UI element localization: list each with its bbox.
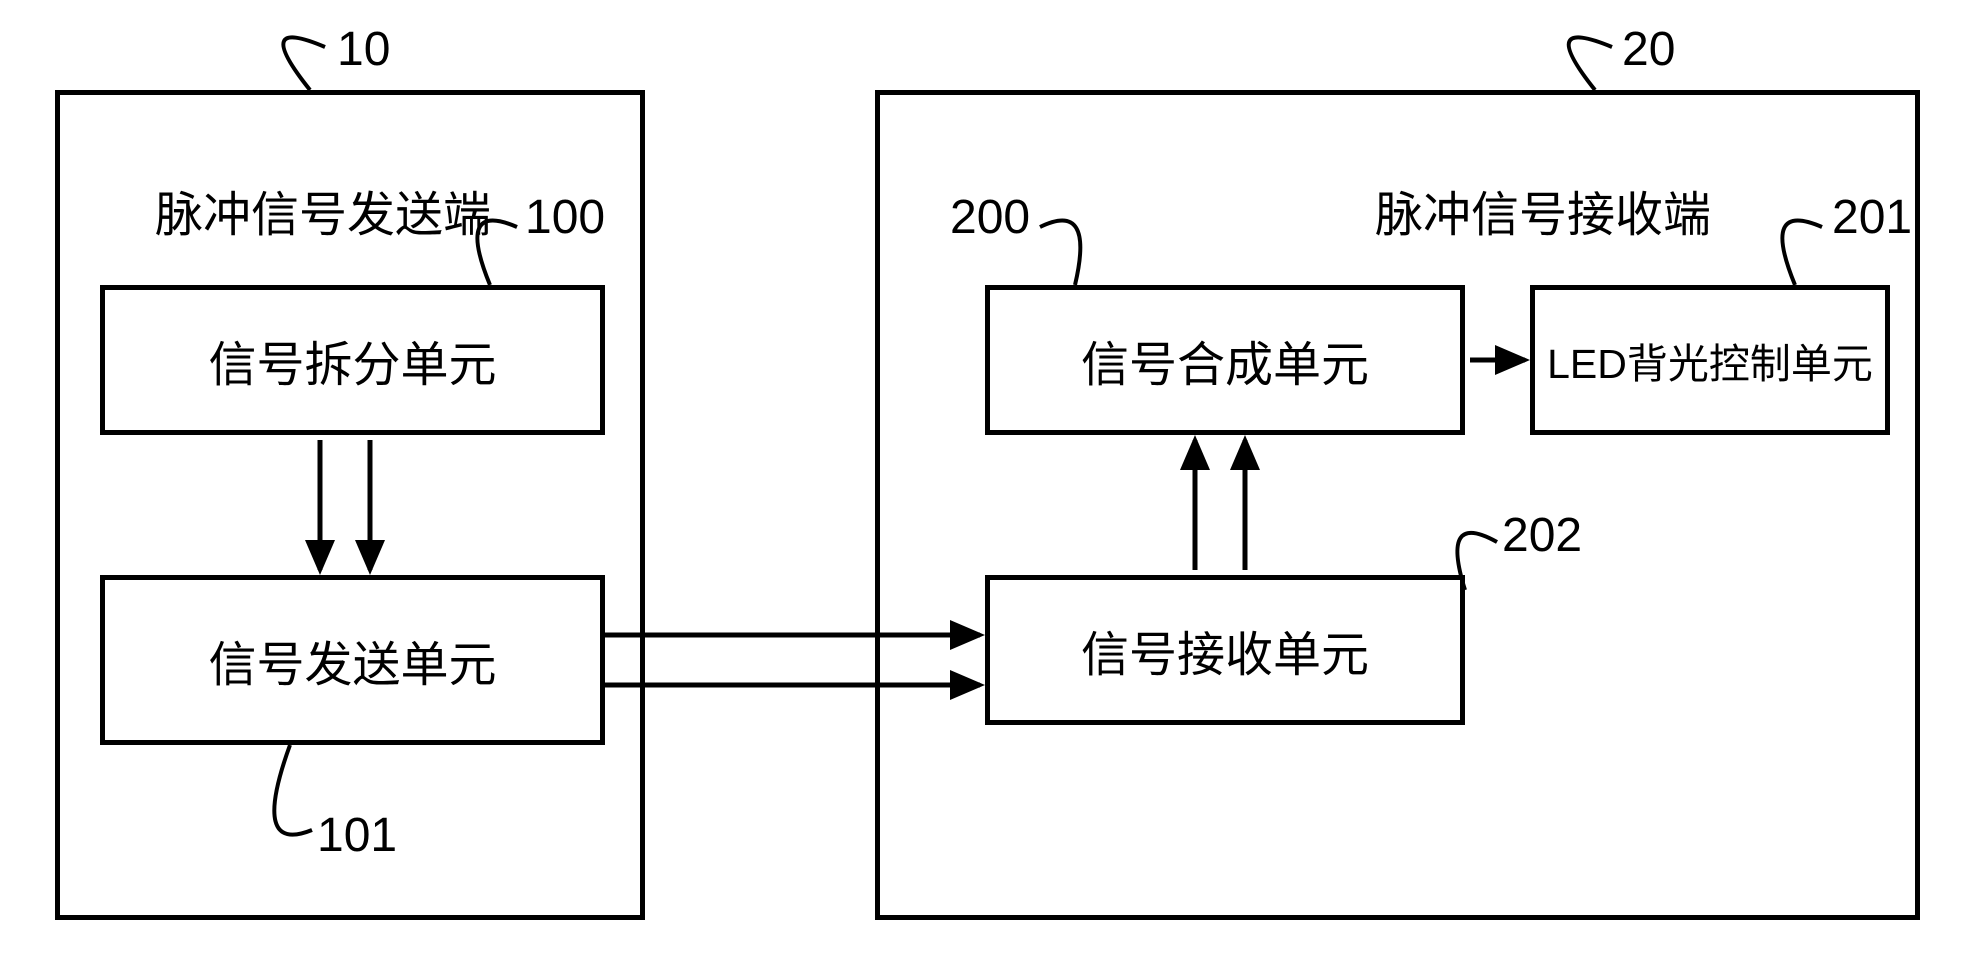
callout-201: 201 <box>1832 190 1912 245</box>
unit-signal-split: 信号拆分单元 <box>100 285 605 435</box>
unit-led-backlight-control: LED背光控制单元 <box>1530 285 1890 435</box>
unit-signal-combine-label: 信号合成单元 <box>1081 325 1369 395</box>
unit-signal-send-label: 信号发送单元 <box>208 625 496 695</box>
callout-200: 200 <box>950 190 1030 245</box>
unit-signal-split-label: 信号拆分单元 <box>208 325 496 395</box>
diagram-canvas: 脉冲信号发送端 信号拆分单元 信号发送单元 脉冲信号接收端 信号合成单元 LED… <box>0 0 1972 969</box>
callout-101: 101 <box>317 808 397 863</box>
unit-signal-receive: 信号接收单元 <box>985 575 1465 725</box>
unit-signal-receive-label: 信号接收单元 <box>1081 615 1369 685</box>
unit-signal-send: 信号发送单元 <box>100 575 605 745</box>
unit-signal-combine: 信号合成单元 <box>985 285 1465 435</box>
unit-led-backlight-label: LED背光控制单元 <box>1547 330 1873 390</box>
right-block-title: 脉冲信号接收端 <box>1375 175 1711 245</box>
callout-202: 202 <box>1502 508 1582 563</box>
left-block-title: 脉冲信号发送端 <box>155 175 491 245</box>
callout-10: 10 <box>337 22 390 77</box>
right-block: 脉冲信号接收端 信号合成单元 LED背光控制单元 信号接收单元 <box>875 90 1920 920</box>
callout-20: 20 <box>1622 22 1675 77</box>
callout-100: 100 <box>525 190 605 245</box>
